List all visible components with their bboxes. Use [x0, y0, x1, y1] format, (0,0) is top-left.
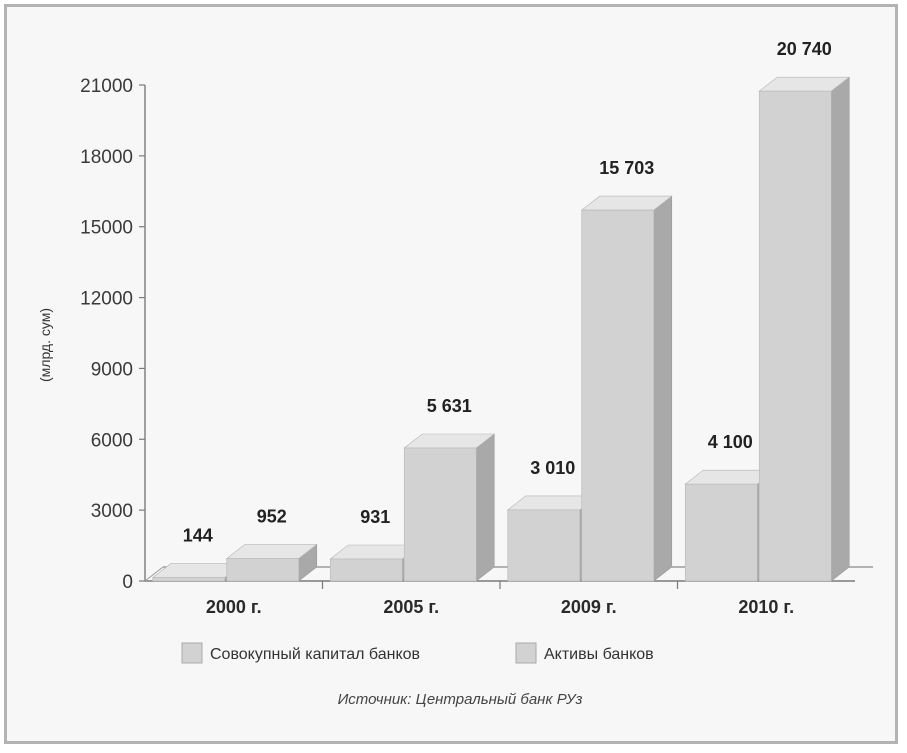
legend-item-capital: Совокупный капитал банков [181, 642, 420, 664]
data-label: 15 703 [599, 158, 654, 178]
bar-side [830, 76, 850, 582]
bar-capital [329, 544, 422, 582]
data-label: 931 [360, 507, 390, 527]
source-note: Источник: Центральный банк РУз [338, 691, 583, 708]
x-category-label: 2000 г. [206, 597, 262, 617]
bar-assets [758, 76, 851, 582]
y-ticks: 0 3000 6000 9000 12000 15000 18000 21000 [80, 76, 145, 593]
category-labels: 2000 г. 2005 г. 2009 г. 2010 г. [206, 581, 794, 617]
bar-front [507, 509, 581, 582]
legend-swatch-assets [515, 642, 537, 664]
legend: Совокупный капитал банков Активы банков [181, 642, 654, 664]
bar-assets [403, 433, 496, 582]
bar-assets [225, 543, 318, 582]
y-tick-label: 12000 [80, 289, 133, 310]
data-label: 20 740 [777, 39, 832, 59]
legend-label-capital: Совокупный капитал банков [210, 646, 420, 663]
x-axis-depth-line [144, 566, 164, 582]
y-tick-label: 3000 [91, 501, 133, 522]
data-label: 144 [183, 526, 213, 546]
y-tick-label: 15000 [80, 218, 133, 239]
bar-front [758, 90, 832, 582]
legend-item-assets: Активы банков [515, 642, 654, 664]
data-label: 5 631 [427, 396, 472, 416]
data-labels: 144 952 931 5 631 3 010 15 703 4 100 20 740 [183, 39, 832, 545]
y-tick-label: 21000 [80, 76, 133, 97]
x-category-label: 2009 г. [561, 597, 617, 617]
bar-front [684, 483, 758, 582]
legend-label-assets: Активы банков [544, 646, 654, 663]
bar-front [152, 577, 226, 582]
bars [151, 76, 851, 582]
chart-frame [4, 4, 898, 744]
y-tick-label: 0 [122, 572, 133, 593]
bar-front [226, 558, 300, 582]
x-category-label: 2010 г. [738, 597, 794, 617]
y-tick-label: 6000 [91, 430, 133, 451]
y-tick-label: 18000 [80, 147, 133, 168]
data-label: 4 100 [708, 432, 753, 452]
legend-swatch-capital [181, 642, 203, 664]
data-label: 952 [257, 507, 287, 527]
bar-front [403, 447, 477, 582]
bar-side [475, 433, 495, 582]
bar-front [581, 209, 655, 582]
bar-front [329, 558, 403, 582]
y-tick-label: 9000 [91, 359, 133, 380]
bar-side [653, 195, 673, 582]
x-category-label: 2005 г. [383, 597, 439, 617]
data-label: 3 010 [530, 458, 575, 478]
bar-assets [580, 195, 673, 582]
y-axis-label: (млрд. сум) [37, 308, 53, 382]
